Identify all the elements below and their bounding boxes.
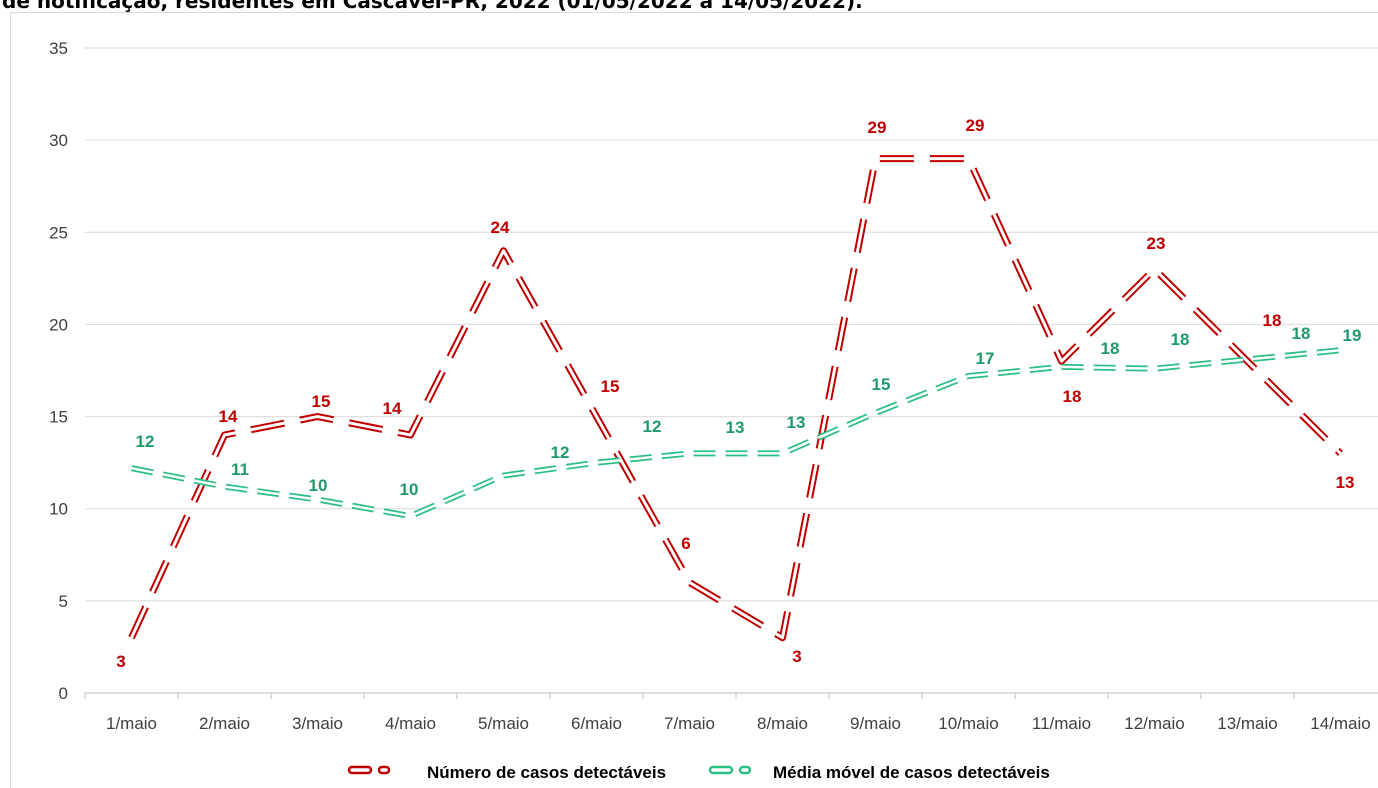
data-label-moving-average: 12 xyxy=(551,443,570,462)
data-label-moving-average: 12 xyxy=(136,432,155,451)
data-label-cases: 29 xyxy=(868,118,887,137)
x-tick-label: 8/maio xyxy=(757,714,808,733)
data-label-cases: 18 xyxy=(1263,311,1282,330)
x-tick-label: 1/maio xyxy=(106,714,157,733)
y-tick-label: 5 xyxy=(59,592,68,611)
data-label-cases: 24 xyxy=(491,218,510,237)
x-tick-label: 10/maio xyxy=(938,714,998,733)
data-label-cases: 3 xyxy=(792,647,801,666)
data-label-moving-average: 10 xyxy=(400,480,419,499)
legend-label-cases: Número de casos detectáveis xyxy=(427,763,666,782)
data-label-cases: 3 xyxy=(116,652,125,671)
data-label-moving-average: 10 xyxy=(309,476,328,495)
chart-title: de notificação, residentes em Cascavel-P… xyxy=(2,0,863,13)
y-axis-ticks: 0 5 10 15 20 25 30 35 xyxy=(49,39,68,703)
data-label-cases: 18 xyxy=(1063,387,1082,406)
x-tick-label: 12/maio xyxy=(1124,714,1184,733)
x-tick-label: 13/maio xyxy=(1217,714,1277,733)
chart-frame xyxy=(10,12,1378,788)
y-tick-label: 15 xyxy=(49,408,68,427)
data-label-cases: 23 xyxy=(1147,234,1166,253)
x-tick-label: 9/maio xyxy=(850,714,901,733)
data-label-cases: 15 xyxy=(601,377,620,396)
x-tick-label: 2/maio xyxy=(199,714,250,733)
data-label-moving-average: 18 xyxy=(1292,324,1311,343)
data-label-cases: 15 xyxy=(312,392,331,411)
legend: Número de casos detectáveis Média móvel d… xyxy=(347,763,1050,782)
data-label-cases: 29 xyxy=(966,116,985,135)
gridlines xyxy=(85,47,1378,694)
y-tick-label: 35 xyxy=(49,39,68,58)
data-label-moving-average: 13 xyxy=(787,413,806,432)
x-tick-label: 5/maio xyxy=(478,714,529,733)
legend-swatch xyxy=(347,765,373,775)
data-labels: 3 14 15 14 24 15 6 3 29 29 18 23 18 13 12 11 10 10 12 12 13 1… xyxy=(116,116,1361,671)
x-tick-label: 3/maio xyxy=(292,714,343,733)
data-label-cases: 14 xyxy=(383,399,402,418)
x-tick-label: 11/maio xyxy=(1032,714,1091,733)
data-label-moving-average: 12 xyxy=(643,417,662,436)
x-axis: 1/maio 2/maio 3/maio 4/maio 5/maio 6/maio 7/ma… xyxy=(84,692,1378,733)
series-line-inner-2 xyxy=(131,348,1341,518)
y-tick-label: 0 xyxy=(59,684,68,703)
data-label-moving-average: 18 xyxy=(1171,330,1190,349)
legend-swatch xyxy=(738,765,752,775)
x-tick-label: 14/maio xyxy=(1310,714,1370,733)
series-line-inner-1 xyxy=(130,157,1342,640)
x-tick-label: 4/maio xyxy=(385,714,436,733)
legend-label-moving-average: Média móvel de casos detectáveis xyxy=(773,763,1050,782)
legend-swatch xyxy=(708,765,734,775)
data-label-moving-average: 19 xyxy=(1343,326,1362,345)
x-tick-label: 7/maio xyxy=(664,714,715,733)
data-label-moving-average: 18 xyxy=(1101,339,1120,358)
data-label-cases: 14 xyxy=(219,407,238,426)
data-label-cases: 13 xyxy=(1336,473,1355,492)
data-label-cases: 6 xyxy=(681,534,690,553)
data-label-moving-average: 13 xyxy=(726,418,745,437)
data-label-moving-average: 15 xyxy=(872,375,891,394)
series-lines xyxy=(128,155,1343,642)
y-tick-label: 30 xyxy=(49,131,68,150)
y-tick-label: 10 xyxy=(49,500,68,519)
y-tick-label: 20 xyxy=(49,315,68,334)
y-tick-label: 25 xyxy=(49,223,68,242)
x-tick-label: 6/maio xyxy=(571,714,622,733)
legend-swatch xyxy=(377,765,391,775)
data-label-moving-average: 17 xyxy=(976,349,995,368)
data-label-moving-average: 11 xyxy=(231,460,249,479)
